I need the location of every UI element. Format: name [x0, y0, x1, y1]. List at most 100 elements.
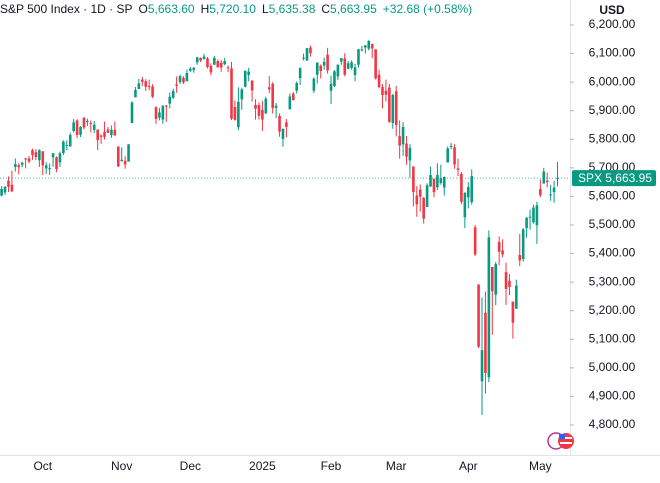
- candle-body: [147, 86, 151, 88]
- candle-body: [230, 68, 233, 119]
- candle-body: [398, 136, 401, 146]
- y-tick-label: 5,800.00: [589, 131, 636, 145]
- candle-body: [515, 285, 518, 309]
- candle-body: [374, 49, 377, 79]
- candle-body: [322, 61, 326, 66]
- x-tick-label: Oct: [33, 459, 52, 473]
- candle-body: [549, 194, 552, 196]
- y-tick-label: 5,500.00: [589, 217, 636, 231]
- ohlc-value: 5,635.38: [268, 2, 316, 16]
- candle-body: [364, 45, 367, 48]
- candle-body: [182, 77, 185, 83]
- candle-body: [542, 171, 546, 184]
- y-tick-label: 5,200.00: [589, 303, 636, 317]
- x-tick-label: May: [529, 459, 552, 473]
- candle-body: [103, 131, 106, 137]
- candle-body: [456, 168, 460, 170]
- candle-body: [439, 178, 443, 183]
- candle-body: [96, 129, 99, 141]
- y-tick-label: 5,100.00: [589, 331, 636, 345]
- candle-body: [130, 102, 134, 123]
- candle-body: [491, 267, 494, 292]
- last-price-badge: [572, 170, 656, 187]
- candle-body: [62, 141, 65, 153]
- candle-body: [151, 86, 154, 97]
- candle-body: [110, 129, 113, 135]
- x-tick-label: Dec: [180, 459, 201, 473]
- ohlc-label: H: [200, 2, 210, 16]
- candle-body: [343, 58, 347, 75]
- symbol-badge-label: SPX: [578, 171, 602, 185]
- candle-body: [223, 61, 226, 65]
- y-tick-label: 6,100.00: [589, 46, 636, 60]
- candle-body: [408, 147, 412, 161]
- candle-body: [65, 145, 69, 146]
- candle-body: [494, 264, 498, 295]
- candle-body: [418, 189, 422, 197]
- candle-body: [233, 107, 237, 121]
- candle-body: [394, 91, 398, 125]
- candle-body: [247, 71, 250, 75]
- candle-body: [288, 96, 292, 110]
- candle-body: [257, 105, 261, 116]
- candle-body: [432, 178, 436, 193]
- ohlc-values: O5,663.60 H5,720.10 L5,635.38 C5,663.95: [133, 2, 377, 16]
- candle-body: [302, 57, 305, 59]
- candle-body: [391, 95, 395, 123]
- candle-body: [381, 87, 384, 95]
- candle-body: [326, 54, 329, 71]
- candle-body: [480, 350, 484, 382]
- candle-body: [271, 83, 274, 109]
- logo-canton: [559, 434, 565, 439]
- candle-body: [261, 109, 264, 120]
- candle-body: [377, 74, 381, 87]
- candle-body: [388, 87, 391, 122]
- candle-body: [14, 164, 17, 167]
- last-price-label: 5,663.95: [605, 171, 652, 185]
- candle-body: [31, 150, 34, 155]
- candle-body: [305, 48, 309, 61]
- candle-body: [370, 43, 374, 49]
- candle-body: [473, 227, 477, 255]
- candle-body: [240, 89, 244, 100]
- ohlc-value: 5,663.95: [330, 2, 377, 16]
- candle-body: [319, 65, 323, 71]
- candle-body: [291, 93, 295, 101]
- candle-body: [127, 144, 130, 162]
- candle-body: [171, 91, 175, 98]
- candle-body: [333, 71, 336, 87]
- candle-body: [165, 105, 168, 107]
- y-tick-label: 5,600.00: [589, 189, 636, 203]
- candle-body: [58, 153, 62, 163]
- candle-body: [17, 165, 21, 168]
- y-tick-label: 6,000.00: [589, 74, 636, 88]
- candle-body: [552, 187, 556, 193]
- candle-body: [412, 166, 415, 193]
- candle-body: [425, 185, 429, 207]
- candle-body: [55, 157, 58, 169]
- candle-body: [532, 207, 535, 223]
- candle-body: [298, 68, 302, 79]
- y-tick-label: 5,300.00: [589, 274, 636, 288]
- candle-body: [429, 175, 432, 187]
- candle-body: [521, 229, 525, 259]
- candle-body: [44, 165, 48, 169]
- candle-body: [34, 152, 38, 157]
- candles: [0, 40, 559, 415]
- candle-body: [209, 65, 213, 73]
- x-tick-label: Apr: [459, 459, 478, 473]
- candle-body: [0, 189, 3, 196]
- candle-body: [442, 177, 446, 188]
- candle-body: [315, 62, 319, 75]
- ohlc-value: 5,663.60: [147, 2, 195, 16]
- candle-body: [92, 124, 96, 130]
- candle-body: [154, 107, 158, 119]
- candle-body: [113, 129, 117, 136]
- candle-body: [202, 56, 206, 59]
- candle-body: [51, 153, 55, 158]
- candle-body: [82, 117, 86, 128]
- candle-body: [487, 237, 491, 378]
- candle-body: [336, 64, 340, 77]
- candle-body: [20, 162, 24, 165]
- candle-body: [123, 160, 127, 165]
